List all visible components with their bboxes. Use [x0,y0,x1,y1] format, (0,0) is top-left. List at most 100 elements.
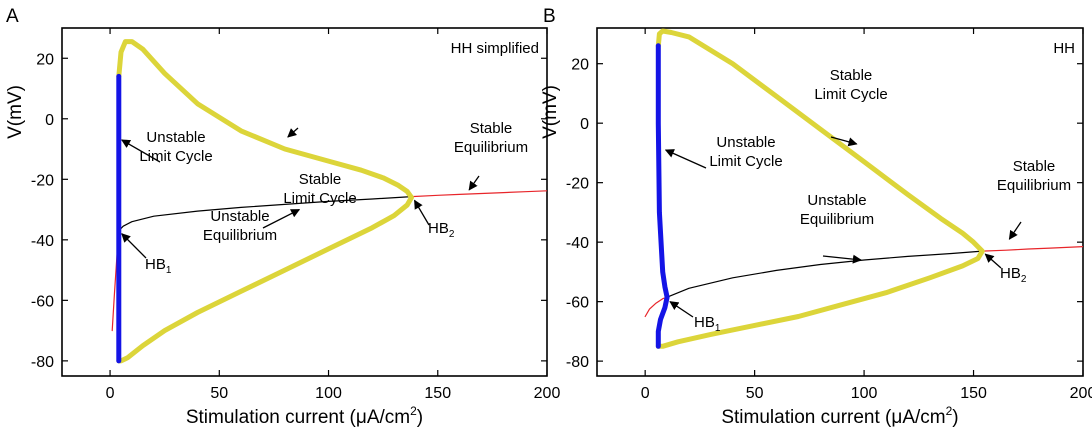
y-tick-label: -40 [31,233,54,250]
annotation-arrow [822,254,862,264]
series-line-stable-eq-low [644,296,668,318]
y-axis-title: V(mV) [540,85,561,139]
annotation-arrow [121,233,147,259]
model-label: HH [1053,40,1075,57]
x-axis-title-prefix: Stimulation current ( [186,407,357,428]
annotation-text-sub: 2 [1021,274,1027,285]
annotation-1: Stable Equilibrium [997,158,1071,240]
x-axis-title: Stimulation current (μA/cm2) [721,404,958,428]
annotation-text-sub: 2 [449,229,455,240]
annotation-text: Unstable [210,208,269,225]
x-axis-title-suffix: ) [417,407,423,428]
annotation-text: Limit Cycle [814,86,887,103]
annotation-text-base: HB [428,220,449,237]
y-axis-title: V(mV) [5,85,26,139]
y-tick-label: -20 [566,176,589,193]
annotation-2: Unstable Limit Cycle [664,134,783,170]
series-line-unstable-lc [655,43,670,349]
x-axis-title-sup: 2 [946,404,953,418]
annotation-text: Stable [299,171,342,188]
x-tick-label: 200 [1070,385,1092,402]
annotation-text: HB2 [428,220,455,240]
annotation-arrow [1008,221,1022,240]
x-tick-label: 0 [641,385,650,402]
y-tick-label: -40 [566,235,589,252]
y-tick-label: 20 [36,51,54,68]
annotation-2: Unstable Limit Cycle [121,129,213,165]
series-group [111,39,547,364]
y-tick-label: 20 [571,57,589,74]
x-axis-title-unit: μA/cm [356,407,410,428]
annotation-text: Unstable [146,129,205,146]
annotation-text: HB1 [694,314,721,334]
x-tick-label: 150 [424,385,451,402]
series-group [644,28,1083,349]
annotation-3: Unstable Equilibrium [203,208,301,244]
x-axis-title-unit: μA/cm [891,407,945,428]
annotation-arrow [413,199,430,226]
series-line-unstable-eq [118,196,413,232]
annotation-arrow [468,175,480,191]
x-tick-label: 100 [851,385,878,402]
annotation-0: Stable Limit Cycle [283,127,357,207]
annotation-arrow [830,136,858,147]
plot-frame [596,27,1084,377]
x-tick-label: 200 [534,385,561,402]
x-axis-title: Stimulation current (μA/cm2) [186,404,423,428]
y-tick-label: -80 [31,354,54,371]
y-tick-label: 0 [580,116,589,133]
y-tick-label: -80 [566,354,589,371]
annotation-arrow [262,208,301,229]
model-label: HH simplified [451,40,539,57]
series-line-unstable-eq [666,250,983,298]
series-line-stable-eq-high [410,190,547,198]
annotation-text-sub: 1 [715,323,721,334]
x-tick-label: 100 [315,385,342,402]
series-line-stable-lc [655,28,985,349]
annotation-arrow [984,253,1002,269]
annotation-text: Unstable [807,192,866,209]
y-tick-label: -60 [566,295,589,312]
y-tick-label: 0 [45,112,54,129]
annotation-4: HB1 [669,301,721,334]
annotation-text-base: HB [694,314,715,331]
x-tick-label: 50 [746,385,764,402]
annotation-arrow [664,149,707,169]
annotation-text: Stable [830,67,873,84]
chart-panel-B: B 0 50 100 150 200 -80 -60 -40 -20 0 20 Stimulation … [540,6,1092,428]
chart-panel-A: A 0 50 100 150 200 -80 -60 -40 -20 0 20 Stimulation … [5,6,560,428]
annotation-arrow [669,301,694,318]
annotation-text: HB2 [1000,265,1027,285]
y-tick-label: -60 [31,293,54,310]
annotation-3: Unstable Equilibrium [800,192,874,264]
annotation-arrow [121,139,161,163]
annotation-5: HB2 [413,199,455,240]
annotation-text: Equilibrium [203,227,277,244]
x-tick-label: 150 [960,385,987,402]
y-tick-label: -20 [31,172,54,189]
x-axis-title-sup: 2 [410,404,417,418]
series-line-stable-eq-high [981,246,1083,252]
series-line-stable-lc [116,39,414,364]
panel-letter: B [543,6,556,27]
annotation-text: Equilibrium [800,211,874,228]
annotation-text-sub: 1 [166,265,172,276]
annotation-text: Limit Cycle [139,148,212,165]
annotation-4: HB1 [121,233,172,276]
annotation-text: Unstable [716,134,775,151]
x-tick-label: 50 [210,385,228,402]
annotation-text-base: HB [145,256,166,273]
annotation-text: Limit Cycle [709,153,782,170]
annotation-text: Equilibrium [454,139,528,156]
annotation-5: HB2 [984,253,1027,285]
annotation-text: Limit Cycle [283,190,356,207]
annotation-1: Stable Equilibrium [454,120,528,191]
x-tick-label: 0 [106,385,115,402]
annotation-arrow [287,127,299,138]
annotation-0: Stable Limit Cycle [814,67,888,147]
plot-frame [61,27,548,377]
annotation-text: Equilibrium [997,177,1071,194]
annotation-text: Stable [1013,158,1056,175]
annotation-text: Stable [470,120,513,137]
